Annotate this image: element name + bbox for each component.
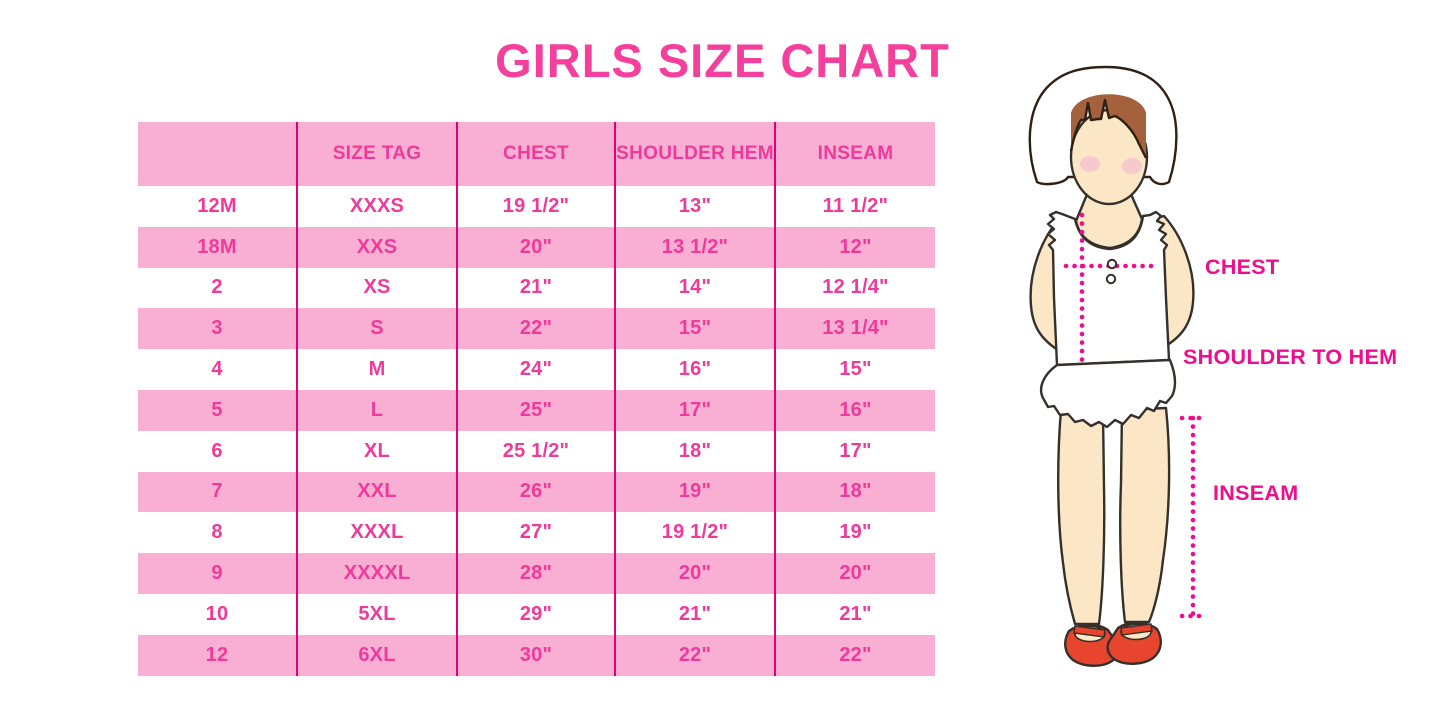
table-row: 18M XXS 20" 13 1/2" 12" — [138, 226, 935, 268]
table-row: 3 S 22" 15" 13 1/4" — [138, 308, 935, 350]
table-cell: XL — [296, 430, 457, 472]
table-cell: XXL — [296, 471, 457, 513]
table-cell: 15" — [614, 308, 775, 350]
girl-measurement-illustration: CHEST SHOULDER TO HEM INSEAM — [1028, 65, 1397, 667]
girl-shoes — [1064, 621, 1162, 667]
table-cell: 16" — [774, 389, 935, 431]
table-cell: 25 1/2" — [456, 430, 615, 472]
table-cell: XXXS — [296, 186, 457, 227]
table-header-row: SIZE TAG CHEST SHOULDER HEM INSEAM — [138, 122, 935, 186]
blush-left — [1080, 156, 1100, 172]
table-cell: 21" — [614, 593, 775, 635]
table-cell: S — [296, 308, 457, 350]
blush-right — [1122, 158, 1142, 174]
table-cell: 27" — [456, 512, 615, 554]
table-cell: 9 — [138, 553, 297, 594]
table-cell: XXXL — [296, 512, 457, 554]
table-cell: 20" — [774, 553, 935, 594]
table-cell: 22" — [456, 308, 615, 350]
blouse-button-bottom — [1105, 273, 1117, 285]
table-cell: 11 1/2" — [774, 186, 935, 227]
shoulder-to-hem-label: SHOULDER TO HEM — [1183, 345, 1397, 369]
table-cell: 12M — [197, 194, 237, 217]
table-row: 7 XXL 26" 19" 18" — [138, 471, 935, 513]
table-cell: XXS — [296, 226, 457, 268]
table-cell: 20" — [614, 553, 775, 594]
table-cell: 19" — [774, 512, 935, 554]
table-cell: 12 — [138, 634, 297, 676]
table-cell: 21" — [774, 593, 935, 635]
table-cell: 2 — [211, 276, 223, 299]
chest-label: CHEST — [1205, 255, 1279, 279]
table-cell: 30" — [456, 634, 615, 676]
table-row: 12 6XL 30" 22" 22" — [138, 634, 935, 676]
table-cell: 21" — [456, 267, 615, 309]
column-header-size — [138, 122, 297, 186]
girl-bangs-edge — [1069, 98, 1148, 159]
table-cell: 12 1/4" — [774, 267, 935, 309]
table-cell: 20" — [456, 226, 615, 268]
table-cell: 4 — [211, 358, 223, 381]
table-cell: 6XL — [296, 634, 457, 676]
table-cell: 6 — [211, 439, 223, 462]
table-cell: 13 1/2" — [614, 226, 775, 268]
column-header-inseam: INSEAM — [774, 122, 935, 186]
table-cell: 22" — [614, 634, 775, 676]
table-cell: 15" — [774, 349, 935, 390]
table-cell: 13" — [614, 186, 775, 227]
table-cell: 28" — [456, 553, 615, 594]
table-cell: 19" — [614, 471, 775, 513]
table-cell: 8 — [211, 521, 223, 544]
girl-hair — [1028, 65, 1178, 186]
blouse-button-top — [1106, 258, 1118, 270]
table-cell: 18" — [774, 471, 935, 513]
table-cell: 19 1/2" — [614, 512, 775, 554]
table-cell: 3 — [138, 308, 297, 350]
inseam-label: INSEAM — [1213, 481, 1298, 505]
column-header-size-tag: SIZE TAG — [296, 122, 457, 186]
table-cell: 14" — [614, 267, 775, 309]
table-cell: 18M — [138, 226, 297, 268]
girl-legs — [1057, 406, 1171, 626]
table-cell: L — [296, 389, 457, 431]
table-cell: XS — [296, 267, 457, 309]
table-cell: 10 — [205, 602, 229, 625]
table-cell: XXXXL — [296, 553, 457, 594]
table-cell: 12" — [774, 226, 935, 268]
girl-blouse — [1046, 210, 1171, 367]
table-row: 12M XXXS 19 1/2" 13" 11 1/2" — [138, 186, 935, 227]
table-row: 10 5XL 29" 21" 21" — [138, 593, 935, 635]
table-cell: 24" — [456, 349, 615, 390]
table-row: 4 M 24" 16" 15" — [138, 349, 935, 390]
table-row: 8 XXXL 27" 19 1/2" 19" — [138, 512, 935, 554]
column-header-shoulder-hem: SHOULDER HEM — [614, 122, 775, 186]
table-cell: 25" — [456, 389, 615, 431]
table-cell: 13 1/4" — [774, 308, 935, 350]
table-cell: 18" — [614, 430, 775, 472]
table-cell: 16" — [614, 349, 775, 390]
girl-skirt — [1039, 358, 1177, 429]
table-cell: 7 — [138, 471, 297, 513]
table-row: 5 L 25" 17" 16" — [138, 389, 935, 431]
table-cell: M — [296, 349, 457, 390]
table-cell: 17" — [774, 430, 935, 472]
table-cell: 5XL — [296, 593, 457, 635]
table-cell: 22" — [774, 634, 935, 676]
table-row: 9 XXXXL 28" 20" 20" — [138, 553, 935, 594]
table-cell: 26" — [456, 471, 615, 513]
size-chart-table: SIZE TAG CHEST SHOULDER HEM INSEAM 12M X… — [138, 122, 935, 676]
table-cell: 29" — [456, 593, 615, 635]
table-cell: 17" — [614, 389, 775, 431]
table-cell: 5 — [138, 389, 297, 431]
table-row: 6 XL 25 1/2" 18" 17" — [138, 430, 935, 472]
column-header-chest: CHEST — [456, 122, 615, 186]
page-title: GIRLS SIZE CHART — [495, 34, 950, 87]
table-cell: 19 1/2" — [456, 186, 615, 227]
table-row: 2 XS 21" 14" 12 1/4" — [138, 267, 935, 309]
